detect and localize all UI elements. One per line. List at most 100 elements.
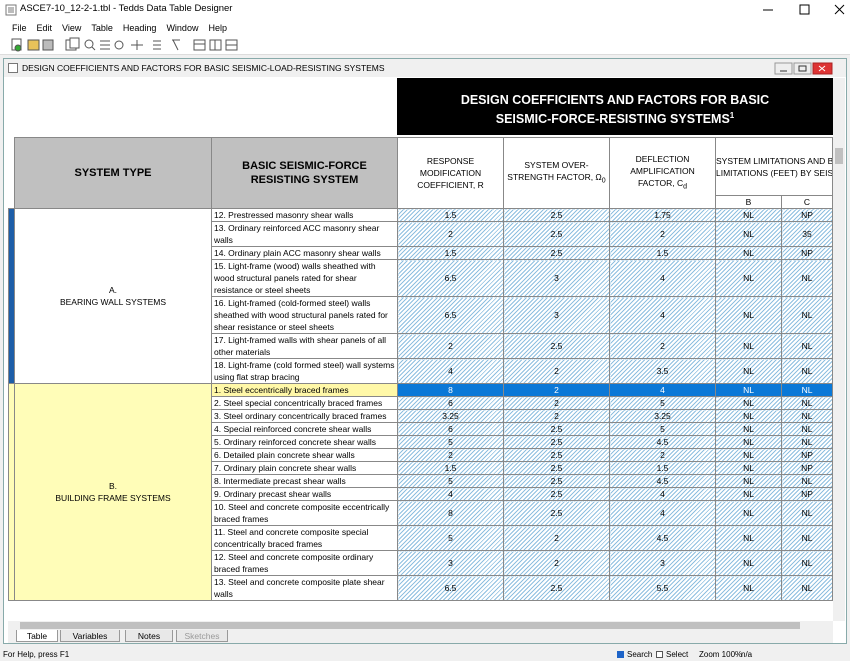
- value-cell[interactable]: 2: [503, 550, 610, 576]
- value-cell[interactable]: 4: [397, 487, 504, 501]
- system-name[interactable]: 9. Ordinary precast shear walls: [211, 487, 398, 501]
- value-cell[interactable]: 2: [397, 448, 504, 462]
- value-cell[interactable]: 2.5: [503, 333, 610, 359]
- value-cell[interactable]: 5: [609, 396, 716, 410]
- sheet-tab[interactable]: Variables: [60, 630, 120, 642]
- value-cell[interactable]: NL: [715, 525, 782, 551]
- menu-item[interactable]: Heading: [122, 23, 157, 33]
- value-cell[interactable]: 2.5: [503, 575, 610, 601]
- value-cell[interactable]: 2: [609, 221, 716, 247]
- value-cell[interactable]: 2.5: [503, 435, 610, 449]
- value-cell[interactable]: 4.5: [609, 525, 716, 551]
- value-cell[interactable]: 1.5: [609, 461, 716, 475]
- value-cell[interactable]: 2.5: [503, 461, 610, 475]
- value-cell[interactable]: NL: [715, 221, 782, 247]
- system-name[interactable]: 13. Steel and concrete composite plate s…: [211, 575, 398, 601]
- value-cell[interactable]: 5.5: [609, 575, 716, 601]
- value-cell[interactable]: NL: [715, 575, 782, 601]
- system-name[interactable]: 7. Ordinary plain concrete shear walls: [211, 461, 398, 475]
- value-cell[interactable]: 3.25: [609, 409, 716, 423]
- value-cell[interactable]: 5: [397, 525, 504, 551]
- value-cell[interactable]: 2: [503, 383, 610, 397]
- system-name[interactable]: 18. Light-frame (cold formed steel) wall…: [211, 358, 398, 384]
- value-cell[interactable]: NL: [781, 500, 833, 526]
- value-cell[interactable]: NL: [781, 383, 833, 397]
- value-cell[interactable]: NL: [781, 422, 833, 436]
- value-cell[interactable]: 4: [609, 383, 716, 397]
- value-cell[interactable]: NP: [781, 448, 833, 462]
- value-cell[interactable]: NL: [715, 461, 782, 475]
- value-cell[interactable]: NP: [781, 208, 833, 222]
- value-cell[interactable]: 2.5: [503, 500, 610, 526]
- value-cell[interactable]: 4: [609, 487, 716, 501]
- value-cell[interactable]: 4.5: [609, 474, 716, 488]
- value-cell[interactable]: NL: [715, 296, 782, 334]
- value-cell[interactable]: 2: [503, 525, 610, 551]
- value-cell[interactable]: 3: [503, 296, 610, 334]
- value-cell[interactable]: 5: [397, 435, 504, 449]
- value-cell[interactable]: 8: [397, 500, 504, 526]
- value-cell[interactable]: 2.5: [503, 448, 610, 462]
- value-cell[interactable]: 35: [781, 221, 833, 247]
- value-cell[interactable]: NP: [781, 246, 833, 260]
- system-name[interactable]: 17. Light-framed walls with shear panels…: [211, 333, 398, 359]
- system-name[interactable]: 3. Steel ordinary concentrically braced …: [211, 409, 398, 423]
- value-cell[interactable]: 3: [503, 259, 610, 297]
- value-cell[interactable]: 4.5: [609, 435, 716, 449]
- system-name[interactable]: 2. Steel special concentrically braced f…: [211, 396, 398, 410]
- horizontal-scrollbar[interactable]: [8, 621, 833, 630]
- value-cell[interactable]: NL: [781, 409, 833, 423]
- menu-item[interactable]: Edit: [36, 23, 53, 33]
- value-cell[interactable]: 2: [503, 358, 610, 384]
- value-cell[interactable]: NL: [781, 396, 833, 410]
- system-name[interactable]: 8. Intermediate precast shear walls: [211, 474, 398, 488]
- value-cell[interactable]: NP: [781, 487, 833, 501]
- value-cell[interactable]: 3: [609, 550, 716, 576]
- window-controls[interactable]: [755, 0, 850, 20]
- value-cell[interactable]: 1.75: [609, 208, 716, 222]
- system-name[interactable]: 14. Ordinary plain ACC masonry shear wal…: [211, 246, 398, 260]
- value-cell[interactable]: NL: [715, 333, 782, 359]
- value-cell[interactable]: 2.5: [503, 422, 610, 436]
- system-name[interactable]: 6. Detailed plain concrete shear walls: [211, 448, 398, 462]
- value-cell[interactable]: 4: [397, 358, 504, 384]
- value-cell[interactable]: 2.5: [503, 474, 610, 488]
- value-cell[interactable]: NP: [781, 461, 833, 475]
- system-name[interactable]: 5. Ordinary reinforced concrete shear wa…: [211, 435, 398, 449]
- value-cell[interactable]: 4: [609, 296, 716, 334]
- value-cell[interactable]: 1.5: [397, 461, 504, 475]
- value-cell[interactable]: 6.5: [397, 575, 504, 601]
- toolbar-icons[interactable]: [0, 36, 260, 55]
- value-cell[interactable]: NL: [715, 474, 782, 488]
- value-cell[interactable]: NL: [715, 259, 782, 297]
- system-name[interactable]: 11. Steel and concrete composite special…: [211, 525, 398, 551]
- value-cell[interactable]: NL: [781, 333, 833, 359]
- status-search[interactable]: Search: [627, 650, 653, 659]
- menu-item[interactable]: View: [62, 23, 82, 33]
- value-cell[interactable]: 8: [397, 383, 504, 397]
- value-cell[interactable]: 6: [397, 422, 504, 436]
- value-cell[interactable]: NL: [781, 259, 833, 297]
- value-cell[interactable]: 6.5: [397, 259, 504, 297]
- system-name[interactable]: 15. Light-frame (wood) walls sheathed wi…: [211, 259, 398, 297]
- menu-item[interactable]: Window: [166, 23, 199, 33]
- value-cell[interactable]: NL: [715, 448, 782, 462]
- value-cell[interactable]: NL: [715, 383, 782, 397]
- system-name[interactable]: 4. Special reinforced concrete shear wal…: [211, 422, 398, 436]
- system-name[interactable]: 12. Prestressed masonry shear walls: [211, 208, 398, 222]
- value-cell[interactable]: NL: [715, 246, 782, 260]
- value-cell[interactable]: 1.5: [609, 246, 716, 260]
- value-cell[interactable]: NL: [715, 435, 782, 449]
- value-cell[interactable]: NL: [715, 487, 782, 501]
- value-cell[interactable]: 2: [397, 333, 504, 359]
- system-name[interactable]: 13. Ordinary reinforced ACC masonry shea…: [211, 221, 398, 247]
- value-cell[interactable]: NL: [781, 550, 833, 576]
- value-cell[interactable]: NL: [781, 296, 833, 334]
- value-cell[interactable]: NL: [715, 550, 782, 576]
- sheet-tab[interactable]: Notes: [125, 630, 173, 642]
- menu-item[interactable]: Table: [91, 23, 113, 33]
- value-cell[interactable]: NL: [715, 208, 782, 222]
- value-cell[interactable]: NL: [715, 396, 782, 410]
- system-name[interactable]: 10. Steel and concrete composite eccentr…: [211, 500, 398, 526]
- value-cell[interactable]: NL: [781, 525, 833, 551]
